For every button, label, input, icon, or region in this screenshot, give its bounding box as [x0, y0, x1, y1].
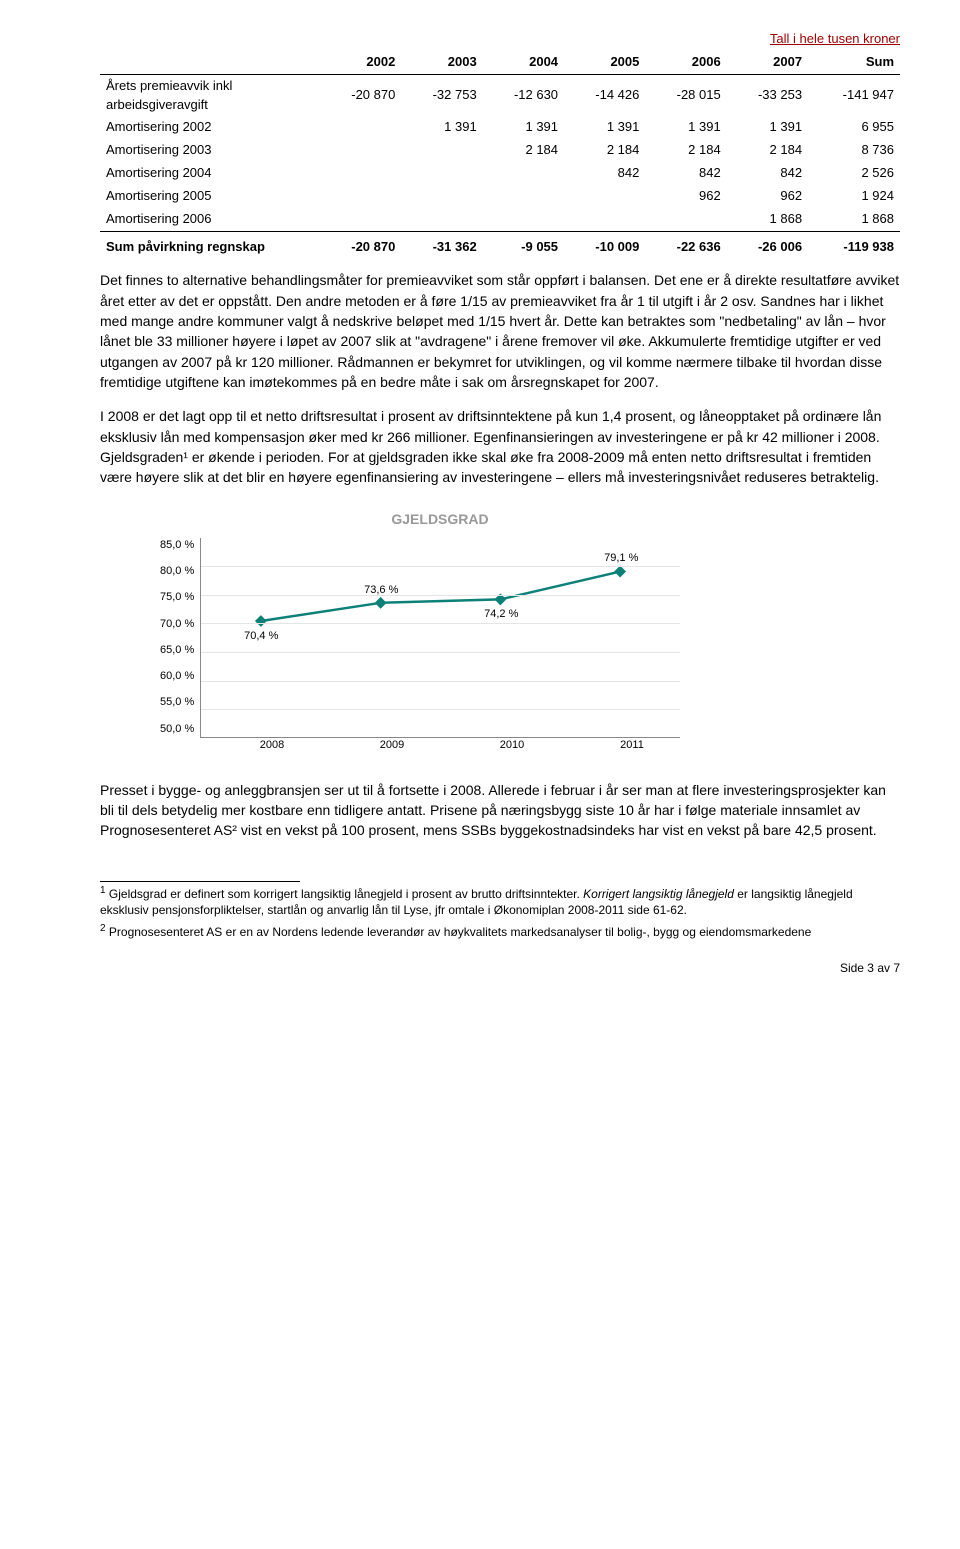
table-row: Amortisering 20048428428422 526 — [100, 162, 900, 185]
table-cell: -141 947 — [808, 74, 900, 116]
table-cell: -32 753 — [401, 74, 482, 116]
row-label: Årets premieavvik inklarbeidsgiveravgift — [100, 74, 320, 116]
x-tick-label: 2009 — [332, 738, 452, 754]
table-cell: 1 391 — [645, 116, 726, 139]
table-cell: 1 391 — [483, 116, 564, 139]
row-label: Amortisering 2003 — [100, 139, 320, 162]
y-tick-label: 65,0 % — [160, 643, 194, 659]
chart-point-label: 73,6 % — [364, 583, 398, 599]
table-header: Sum — [808, 51, 900, 74]
table-cell — [401, 208, 482, 231]
table-cell: 6 955 — [808, 116, 900, 139]
table-footer-label: Sum påvirkning regnskap — [100, 231, 320, 258]
table-cell: -20 870 — [320, 74, 401, 116]
chart-point-label: 74,2 % — [484, 607, 518, 623]
table-cell: 1 391 — [564, 116, 645, 139]
table-cell: 842 — [727, 162, 808, 185]
table-cell — [320, 185, 401, 208]
table-cell — [401, 185, 482, 208]
table-cell: 842 — [645, 162, 726, 185]
table-cell — [401, 139, 482, 162]
table-header — [100, 51, 320, 74]
table-cell: 1 868 — [808, 208, 900, 231]
y-tick-label: 80,0 % — [160, 564, 194, 580]
table-cell: -28 015 — [645, 74, 726, 116]
table-cell: 842 — [564, 162, 645, 185]
y-tick-label: 50,0 % — [160, 722, 194, 738]
row-label: Amortisering 2004 — [100, 162, 320, 185]
table-header: 2007 — [727, 51, 808, 74]
table-row: Amortisering 20021 3911 3911 3911 3911 3… — [100, 116, 900, 139]
row-label: Amortisering 2006 — [100, 208, 320, 231]
footnote: 1 Gjeldsgrad er definert som korrigert l… — [100, 884, 900, 918]
paragraph-2: I 2008 er det lagt opp til et netto drif… — [100, 406, 900, 487]
y-tick-label: 70,0 % — [160, 617, 194, 633]
table-cell — [483, 208, 564, 231]
table-cell — [645, 208, 726, 231]
table-cell — [320, 116, 401, 139]
chart-y-axis: 85,0 % 80,0 % 75,0 % 70,0 % 65,0 % 60,0 % 55,0… — [160, 538, 200, 738]
table-header: 2003 — [401, 51, 482, 74]
paragraph-3: Presset i bygge- og anleggbransjen ser u… — [100, 780, 900, 841]
table-row: Amortisering 20032 1842 1842 1842 1848 7… — [100, 139, 900, 162]
table-cell — [483, 162, 564, 185]
x-tick-label: 2010 — [452, 738, 572, 754]
row-label: Amortisering 2002 — [100, 116, 320, 139]
x-tick-label: 2008 — [212, 738, 332, 754]
table-header: 2005 — [564, 51, 645, 74]
table-cell: 1 924 — [808, 185, 900, 208]
chart-plot: 70,4 % 73,6 % 74,2 % 79,1 % — [200, 538, 680, 738]
footnote: 2 Prognosesenteret AS er en av Nordens l… — [100, 922, 900, 940]
x-tick-label: 2011 — [572, 738, 692, 754]
y-tick-label: 85,0 % — [160, 538, 194, 554]
table-cell: -12 630 — [483, 74, 564, 116]
table-cell — [401, 162, 482, 185]
page-footer: Side 3 av 7 — [100, 960, 900, 977]
table-cell: 8 736 — [808, 139, 900, 162]
table-cell — [564, 208, 645, 231]
table-cell — [320, 208, 401, 231]
amortisation-table: 200220032004200520062007Sum Årets premie… — [100, 51, 900, 259]
table-footer-cell: -9 055 — [483, 231, 564, 258]
gjeldsgrad-chart: GJELDSGRAD 85,0 % 80,0 % 75,0 % 70,0 % 65,0 … — [160, 509, 720, 753]
table-cell: 962 — [727, 185, 808, 208]
table-row: Amortisering 20059629621 924 — [100, 185, 900, 208]
table-footer-cell: -10 009 — [564, 231, 645, 258]
table-caption: Tall i hele tusen kroner — [100, 30, 900, 49]
table-footer-cell: -119 938 — [808, 231, 900, 258]
y-tick-label: 55,0 % — [160, 695, 194, 711]
table-cell: 1 391 — [401, 116, 482, 139]
table-cell: 2 184 — [727, 139, 808, 162]
table-cell: -33 253 — [727, 74, 808, 116]
y-tick-label: 75,0 % — [160, 590, 194, 606]
table-cell — [320, 139, 401, 162]
chart-point-label: 70,4 % — [244, 629, 278, 645]
table-cell: 2 184 — [645, 139, 726, 162]
table-cell: 1 391 — [727, 116, 808, 139]
table-cell: -14 426 — [564, 74, 645, 116]
table-cell: 962 — [645, 185, 726, 208]
y-tick-label: 60,0 % — [160, 669, 194, 685]
chart-point-label: 79,1 % — [604, 551, 638, 567]
table-cell: 1 868 — [727, 208, 808, 231]
table-row: Amortisering 2006 1 8681 868 — [100, 208, 900, 231]
table-cell — [564, 185, 645, 208]
chart-title: GJELDSGRAD — [160, 509, 720, 529]
row-label: Amortisering 2005 — [100, 185, 320, 208]
table-cell — [483, 185, 564, 208]
table-cell: 2 184 — [564, 139, 645, 162]
table-row: Årets premieavvik inklarbeidsgiveravgift… — [100, 74, 900, 116]
table-cell — [320, 162, 401, 185]
table-footer-cell: -22 636 — [645, 231, 726, 258]
chart-x-axis: 2008200920102011 — [212, 738, 692, 754]
table-footer-cell: -20 870 — [320, 231, 401, 258]
table-header: 2002 — [320, 51, 401, 74]
table-cell: 2 526 — [808, 162, 900, 185]
table-header: 2006 — [645, 51, 726, 74]
table-footer-cell: -26 006 — [727, 231, 808, 258]
table-header: 2004 — [483, 51, 564, 74]
table-cell: 2 184 — [483, 139, 564, 162]
paragraph-1: Det finnes to alternative behandlingsmåt… — [100, 270, 900, 392]
table-footer-cell: -31 362 — [401, 231, 482, 258]
